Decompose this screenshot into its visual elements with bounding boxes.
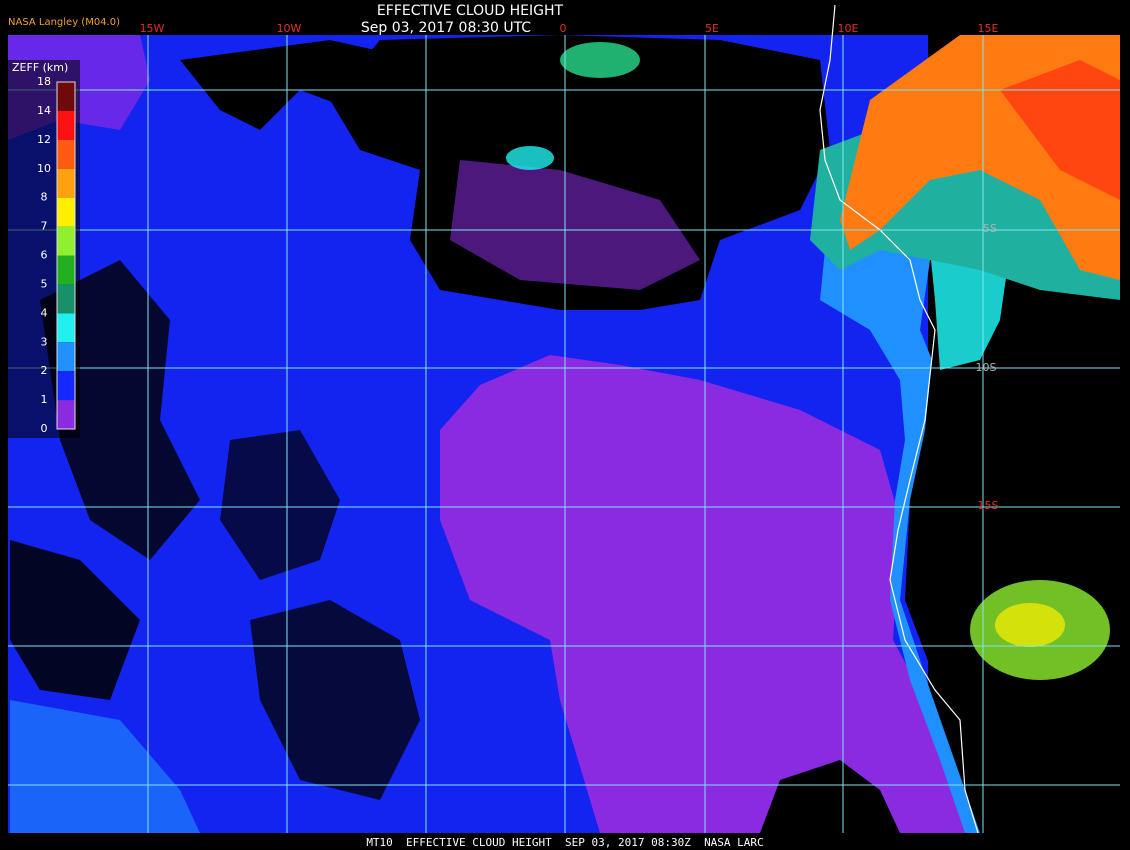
imagery: [8, 4, 1120, 834]
title: EFFECTIVE CLOUD HEIGHT: [377, 3, 564, 19]
legend-tick-label: 1: [41, 393, 48, 406]
legend-tick-label: 6: [41, 249, 48, 262]
longitude-label: 15W: [140, 22, 165, 35]
longitude-label: 15E: [978, 22, 999, 35]
legend-swatch: [57, 284, 75, 314]
legend-tick-label: 12: [37, 133, 51, 146]
legend-tick-label: 7: [41, 220, 48, 233]
longitude-label: 10W: [277, 22, 302, 35]
legend-swatch: [57, 371, 75, 401]
legend-title: ZEFF (km): [12, 61, 68, 74]
cloud-cyan: [506, 146, 554, 170]
legend-tick-label: 10: [37, 162, 51, 175]
latitude-label: 10S: [976, 361, 997, 374]
clear-sky: [10, 540, 140, 700]
longitude-label: 0: [560, 22, 567, 35]
legend-swatch: [57, 110, 75, 140]
source: NASA Langley (M04.0): [8, 17, 120, 28]
longitude-label: 5E: [705, 22, 719, 35]
legend-tick-label: 18: [37, 75, 51, 88]
clear-sky: [220, 430, 340, 580]
longitude-label: 10E: [838, 22, 859, 35]
legend-tick-label: 2: [41, 364, 48, 377]
legend-tick-label: 14: [37, 104, 51, 117]
legend-swatch: [57, 82, 75, 111]
legend-tick-label: 5: [41, 277, 48, 290]
legend-swatch: [57, 255, 75, 285]
legend-swatch: [57, 342, 75, 372]
clear-sky: [760, 760, 900, 833]
legend-swatch: [57, 400, 75, 429]
legend-tick-label: 4: [41, 306, 48, 319]
legend-swatch: [57, 313, 75, 343]
cloud-green: [560, 42, 640, 78]
legend-tick-label: 8: [41, 191, 48, 204]
subtitle: Sep 03, 2017 08:30 UTC: [361, 20, 531, 36]
clear-sky: [250, 600, 420, 800]
latitude-label: 5S: [983, 222, 997, 235]
footer: MT10 EFFECTIVE CLOUD HEIGHT SEP 03, 2017…: [366, 836, 763, 849]
cloud-lightblue: [10, 700, 200, 833]
cloud-red: [1000, 60, 1120, 200]
cloud-yellow: [995, 603, 1065, 647]
legend-frame: [56, 81, 76, 430]
land: [905, 300, 1120, 833]
legend-tick-label: 3: [41, 335, 48, 348]
legend-swatch: [57, 168, 75, 198]
cloud-cyan: [930, 250, 1010, 370]
latitude-label: 15S: [978, 499, 999, 512]
graticule: [8, 35, 1120, 833]
legend-swatch: [57, 139, 75, 169]
legend-tick-label: 0: [41, 422, 48, 435]
cloud-purple: [450, 160, 700, 290]
legend-swatch: [57, 197, 75, 227]
coastline: [819, 4, 979, 834]
legend-swatch: [57, 226, 75, 256]
